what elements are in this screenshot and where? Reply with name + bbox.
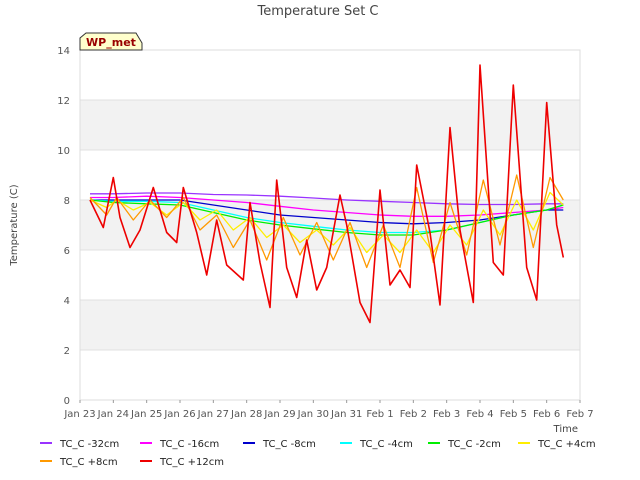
x-tick-label: Jan 25 xyxy=(130,409,162,420)
series-layer xyxy=(89,64,565,324)
legend-item: TC_C -4cm xyxy=(340,439,413,450)
legend-label: TC_C -4cm xyxy=(359,439,413,450)
x-tick-label: Feb 1 xyxy=(366,409,393,420)
y-tick-label: 6 xyxy=(64,246,70,257)
x-tick-label: Feb 2 xyxy=(400,409,427,420)
legend-label: TC_C -2cm xyxy=(447,439,501,450)
y-axis-title: Temperature (C) xyxy=(9,184,20,266)
y-tick-label: 10 xyxy=(57,146,70,157)
x-tick-label: Feb 3 xyxy=(433,409,460,420)
badge-label: WP_met xyxy=(86,36,136,49)
x-tick-label: Feb 4 xyxy=(466,409,493,420)
series-line xyxy=(90,195,564,217)
x-tick-label: Jan 31 xyxy=(330,409,362,420)
plot-band xyxy=(80,250,580,300)
plot-frame xyxy=(79,49,581,401)
x-axis: Jan 23 Jan 24 Jan 25 Jan 26 Jan 27 Jan 28 Jan … xyxy=(63,400,594,420)
x-tick-label: Jan 28 xyxy=(230,409,262,420)
x-tick-label: Jan 24 xyxy=(97,409,129,420)
x-tick-label: Feb 6 xyxy=(533,409,560,420)
legend-label: TC_C -32cm xyxy=(59,439,119,450)
legend-label: TC_C -8cm xyxy=(262,439,316,450)
wp-met-badge: WP_met xyxy=(79,32,143,51)
y-tick-label: 4 xyxy=(64,296,70,307)
y-tick-label: 2 xyxy=(64,346,70,357)
plot-band xyxy=(80,350,580,400)
x-tick-label: Feb 7 xyxy=(566,409,593,420)
x-tick-label: Jan 29 xyxy=(263,409,295,420)
y-tick-label: 12 xyxy=(57,96,70,107)
plot-band xyxy=(80,300,580,350)
legend-label: TC_C +8cm xyxy=(59,457,118,468)
x-tick-label: Jan 26 xyxy=(163,409,195,420)
plot-band xyxy=(80,150,580,200)
chart-title: Temperature Set C xyxy=(256,4,378,19)
y-axis: 0 2 4 6 8 10 12 14 xyxy=(57,46,70,407)
series-line xyxy=(89,174,564,269)
legend: TC_C -32cm TC_C -16cm TC_C -8cm TC_C -4cm TC… xyxy=(40,439,596,468)
legend-item: TC_C -16cm xyxy=(140,439,219,450)
x-axis-title: Time xyxy=(553,424,578,435)
series-line xyxy=(89,199,564,236)
y-tick-label: 14 xyxy=(57,46,70,57)
y-tick-label: 0 xyxy=(64,396,70,407)
y-tick-label: 8 xyxy=(64,196,70,207)
series-line xyxy=(89,64,565,324)
legend-item: TC_C -8cm xyxy=(243,439,316,450)
legend-item: TC_C +12cm xyxy=(140,457,224,468)
series-line xyxy=(90,199,564,225)
series-line xyxy=(90,192,564,206)
legend-item: TC_C +4cm xyxy=(518,439,596,450)
x-tick-label: Jan 30 xyxy=(297,409,329,420)
legend-item: TC_C -2cm xyxy=(428,439,501,450)
legend-label: TC_C +12cm xyxy=(159,457,224,468)
series-line xyxy=(89,191,564,254)
x-tick-label: Feb 5 xyxy=(500,409,527,420)
x-tick-label: Jan 23 xyxy=(63,409,95,420)
plot-area xyxy=(80,50,580,400)
legend-label: TC_C -16cm xyxy=(159,439,219,450)
legend-label: TC_C +4cm xyxy=(537,439,596,450)
legend-item: TC_C -32cm xyxy=(40,439,119,450)
legend-item: TC_C +8cm xyxy=(40,457,118,468)
x-tick-label: Jan 27 xyxy=(197,409,229,420)
plot-band xyxy=(80,50,580,100)
plot-band xyxy=(80,100,580,150)
